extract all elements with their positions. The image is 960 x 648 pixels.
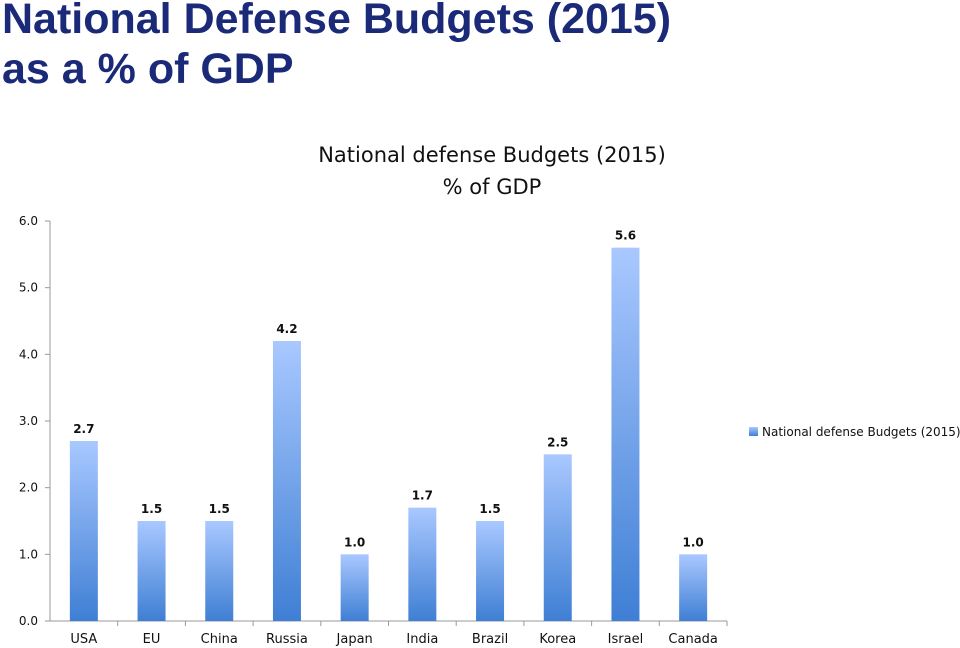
chart-title-line-2: % of GDP	[443, 175, 542, 199]
data-label: 2.7	[73, 422, 94, 436]
y-tick-label: 5.0	[19, 281, 38, 295]
x-tick-label: Israel	[608, 632, 644, 647]
y-tick-label: 4.0	[19, 347, 38, 361]
bar-usa	[69, 441, 98, 621]
data-label: 1.0	[683, 535, 704, 549]
data-label: 1.5	[209, 502, 230, 516]
data-label: 1.7	[412, 489, 433, 503]
slide-title-line-1: National Defense Budgets (2015)	[2, 0, 672, 43]
data-label: 4.2	[276, 322, 297, 336]
slide-title: National Defense Budgets (2015) as a % o…	[2, 0, 671, 94]
y-tick-label: 2.0	[19, 481, 38, 495]
slide-title-line-2: as a % of GDP	[2, 45, 294, 93]
y-tick-label: 1.0	[19, 547, 38, 561]
bar-brazil	[476, 521, 505, 621]
bar-russia	[272, 341, 301, 621]
y-tick-label: 0.0	[19, 614, 38, 628]
x-tick-label: Brazil	[472, 632, 508, 647]
bar-canada	[679, 554, 708, 621]
x-tick-label: USA	[70, 632, 97, 647]
chart-title-line-1: National defense Budgets (2015)	[318, 143, 666, 167]
data-label: 1.5	[479, 502, 500, 516]
chart-bars: 2.7 1.5 1.5 4.2 1.0 1.7 1.5 2.5 5.6 1.0	[69, 229, 708, 621]
data-label: 5.6	[615, 229, 636, 243]
y-tick-label: 6.0	[19, 214, 38, 228]
bar-china	[205, 521, 234, 621]
x-tick-label: Russia	[266, 632, 308, 647]
data-label: 1.5	[141, 502, 162, 516]
chart-legend: National defense Budgets (2015)	[749, 425, 960, 439]
x-tick-label: EU	[143, 632, 161, 647]
x-tick-label: Korea	[539, 632, 576, 647]
chart-axes: 0.0 1.0 2.0 3.0 4.0 5.0 6.0 USA EU China Russia Jap…	[19, 214, 728, 647]
legend-label: National defense Budgets (2015)	[762, 425, 960, 439]
y-tick-label: 3.0	[19, 414, 38, 428]
data-label: 1.0	[344, 535, 365, 549]
bar-india	[408, 507, 437, 621]
bar-korea	[543, 454, 572, 621]
bar-israel	[611, 247, 640, 621]
x-tick-label: India	[406, 632, 438, 647]
x-tick-label: Japan	[336, 632, 373, 647]
x-tick-label: Canada	[668, 632, 717, 647]
data-label: 2.5	[547, 435, 568, 449]
bar-eu	[137, 521, 166, 621]
legend-swatch	[749, 427, 758, 436]
x-tick-label: China	[201, 632, 238, 647]
bar-japan	[340, 554, 369, 621]
